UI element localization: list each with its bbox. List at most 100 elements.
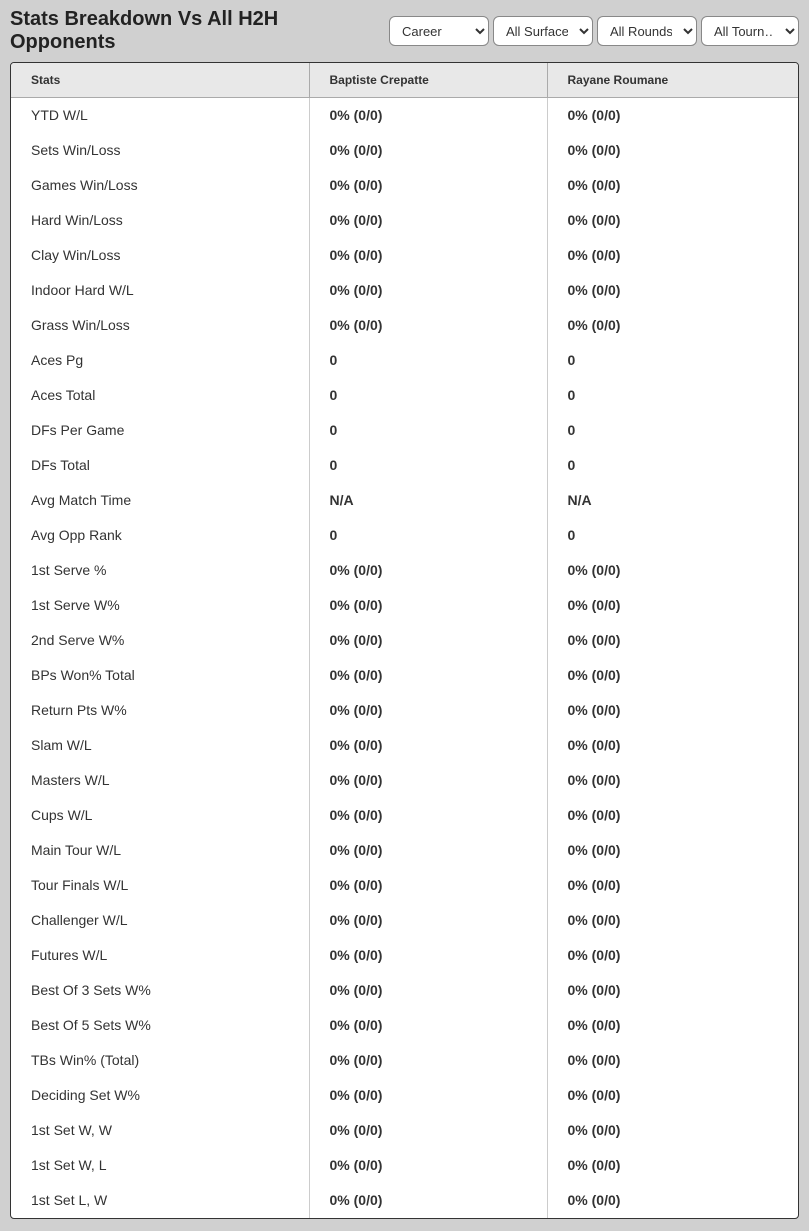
table-row: Avg Opp Rank00 xyxy=(11,518,798,553)
stat-value-player1: 0% (0/0) xyxy=(309,833,547,868)
stat-label: DFs Per Game xyxy=(11,413,309,448)
stat-label: DFs Total xyxy=(11,448,309,483)
table-row: Tour Finals W/L0% (0/0)0% (0/0) xyxy=(11,868,798,903)
stat-value-player2: 0% (0/0) xyxy=(547,308,798,343)
table-row: Main Tour W/L0% (0/0)0% (0/0) xyxy=(11,833,798,868)
column-header-player2: Rayane Roumane xyxy=(547,63,798,98)
stats-table: Stats Baptiste Crepatte Rayane Roumane Y… xyxy=(11,63,798,1218)
stat-value-player1: 0 xyxy=(309,518,547,553)
stat-label: 1st Set L, W xyxy=(11,1183,309,1218)
stat-label: Aces Pg xyxy=(11,343,309,378)
stat-value-player1: 0% (0/0) xyxy=(309,868,547,903)
stat-label: 2nd Serve W% xyxy=(11,623,309,658)
stat-value-player2: 0% (0/0) xyxy=(547,98,798,133)
stat-value-player2: 0% (0/0) xyxy=(547,553,798,588)
column-header-player1: Baptiste Crepatte xyxy=(309,63,547,98)
table-row: 1st Set W, W0% (0/0)0% (0/0) xyxy=(11,1113,798,1148)
page-title: Stats Breakdown Vs All H2H Opponents xyxy=(10,8,389,54)
career-filter[interactable]: Career xyxy=(389,16,489,46)
column-header-stats: Stats xyxy=(11,63,309,98)
stat-value-player1: 0 xyxy=(309,413,547,448)
stat-value-player1: 0% (0/0) xyxy=(309,973,547,1008)
stat-label: Grass Win/Loss xyxy=(11,308,309,343)
stat-value-player2: 0% (0/0) xyxy=(547,1043,798,1078)
surfaces-filter[interactable]: All Surfaces xyxy=(493,16,593,46)
stat-label: YTD W/L xyxy=(11,98,309,133)
stat-value-player2: 0 xyxy=(547,518,798,553)
stat-label: Tour Finals W/L xyxy=(11,868,309,903)
stat-value-player2: 0% (0/0) xyxy=(547,728,798,763)
table-row: Games Win/Loss0% (0/0)0% (0/0) xyxy=(11,168,798,203)
rounds-filter[interactable]: All Rounds xyxy=(597,16,697,46)
stat-value-player2: 0% (0/0) xyxy=(547,203,798,238)
tournaments-filter[interactable]: All Tourn… xyxy=(701,16,799,46)
stat-value-player2: 0% (0/0) xyxy=(547,238,798,273)
stat-value-player2: 0% (0/0) xyxy=(547,168,798,203)
stat-value-player1: 0% (0/0) xyxy=(309,693,547,728)
stat-label: Clay Win/Loss xyxy=(11,238,309,273)
stat-value-player2: 0% (0/0) xyxy=(547,903,798,938)
stat-value-player1: 0% (0/0) xyxy=(309,903,547,938)
stat-label: TBs Win% (Total) xyxy=(11,1043,309,1078)
stat-value-player2: 0% (0/0) xyxy=(547,588,798,623)
stat-label: 1st Set W, L xyxy=(11,1148,309,1183)
stat-value-player1: 0% (0/0) xyxy=(309,308,547,343)
stat-value-player2: 0 xyxy=(547,448,798,483)
stat-label: Return Pts W% xyxy=(11,693,309,728)
table-row: 1st Serve W%0% (0/0)0% (0/0) xyxy=(11,588,798,623)
stat-value-player2: 0% (0/0) xyxy=(547,623,798,658)
stat-value-player1: 0% (0/0) xyxy=(309,763,547,798)
stat-value-player1: 0% (0/0) xyxy=(309,1183,547,1218)
stats-header: Stats Breakdown Vs All H2H Opponents Car… xyxy=(10,8,799,54)
stat-label: BPs Won% Total xyxy=(11,658,309,693)
stat-value-player1: 0% (0/0) xyxy=(309,938,547,973)
table-row: Sets Win/Loss0% (0/0)0% (0/0) xyxy=(11,133,798,168)
stat-label: Sets Win/Loss xyxy=(11,133,309,168)
stat-value-player2: 0% (0/0) xyxy=(547,133,798,168)
table-row: YTD W/L0% (0/0)0% (0/0) xyxy=(11,98,798,133)
stat-value-player1: 0% (0/0) xyxy=(309,238,547,273)
stat-value-player2: 0% (0/0) xyxy=(547,1008,798,1043)
stat-value-player1: 0 xyxy=(309,378,547,413)
table-row: Grass Win/Loss0% (0/0)0% (0/0) xyxy=(11,308,798,343)
stat-value-player1: 0% (0/0) xyxy=(309,168,547,203)
table-row: 2nd Serve W%0% (0/0)0% (0/0) xyxy=(11,623,798,658)
table-row: 1st Serve %0% (0/0)0% (0/0) xyxy=(11,553,798,588)
table-row: 1st Set L, W0% (0/0)0% (0/0) xyxy=(11,1183,798,1218)
stat-value-player2: 0 xyxy=(547,413,798,448)
stat-value-player2: 0% (0/0) xyxy=(547,763,798,798)
stat-label: Deciding Set W% xyxy=(11,1078,309,1113)
table-row: Return Pts W%0% (0/0)0% (0/0) xyxy=(11,693,798,728)
stats-table-container: Stats Baptiste Crepatte Rayane Roumane Y… xyxy=(10,62,799,1219)
stat-value-player2: 0% (0/0) xyxy=(547,973,798,1008)
table-row: TBs Win% (Total)0% (0/0)0% (0/0) xyxy=(11,1043,798,1078)
stat-value-player1: 0% (0/0) xyxy=(309,1078,547,1113)
stat-value-player1: 0% (0/0) xyxy=(309,553,547,588)
table-row: Indoor Hard W/L0% (0/0)0% (0/0) xyxy=(11,273,798,308)
table-row: Clay Win/Loss0% (0/0)0% (0/0) xyxy=(11,238,798,273)
stat-label: 1st Serve % xyxy=(11,553,309,588)
stat-value-player1: 0 xyxy=(309,343,547,378)
stat-label: Avg Match Time xyxy=(11,483,309,518)
stat-value-player2: 0 xyxy=(547,378,798,413)
stat-value-player2: 0% (0/0) xyxy=(547,693,798,728)
table-row: 1st Set W, L0% (0/0)0% (0/0) xyxy=(11,1148,798,1183)
stat-value-player2: 0% (0/0) xyxy=(547,798,798,833)
stat-value-player1: 0% (0/0) xyxy=(309,1043,547,1078)
table-row: Aces Total00 xyxy=(11,378,798,413)
table-row: Masters W/L0% (0/0)0% (0/0) xyxy=(11,763,798,798)
table-row: Cups W/L0% (0/0)0% (0/0) xyxy=(11,798,798,833)
stat-value-player2: 0% (0/0) xyxy=(547,833,798,868)
table-row: Challenger W/L0% (0/0)0% (0/0) xyxy=(11,903,798,938)
stat-label: Challenger W/L xyxy=(11,903,309,938)
stat-value-player1: 0% (0/0) xyxy=(309,1148,547,1183)
stat-value-player2: 0% (0/0) xyxy=(547,273,798,308)
table-row: Aces Pg00 xyxy=(11,343,798,378)
stat-value-player1: 0% (0/0) xyxy=(309,203,547,238)
stat-label: Indoor Hard W/L xyxy=(11,273,309,308)
table-row: Avg Match TimeN/AN/A xyxy=(11,483,798,518)
stat-value-player1: 0% (0/0) xyxy=(309,588,547,623)
stat-label: Games Win/Loss xyxy=(11,168,309,203)
stat-value-player2: 0% (0/0) xyxy=(547,1183,798,1218)
stat-label: 1st Serve W% xyxy=(11,588,309,623)
